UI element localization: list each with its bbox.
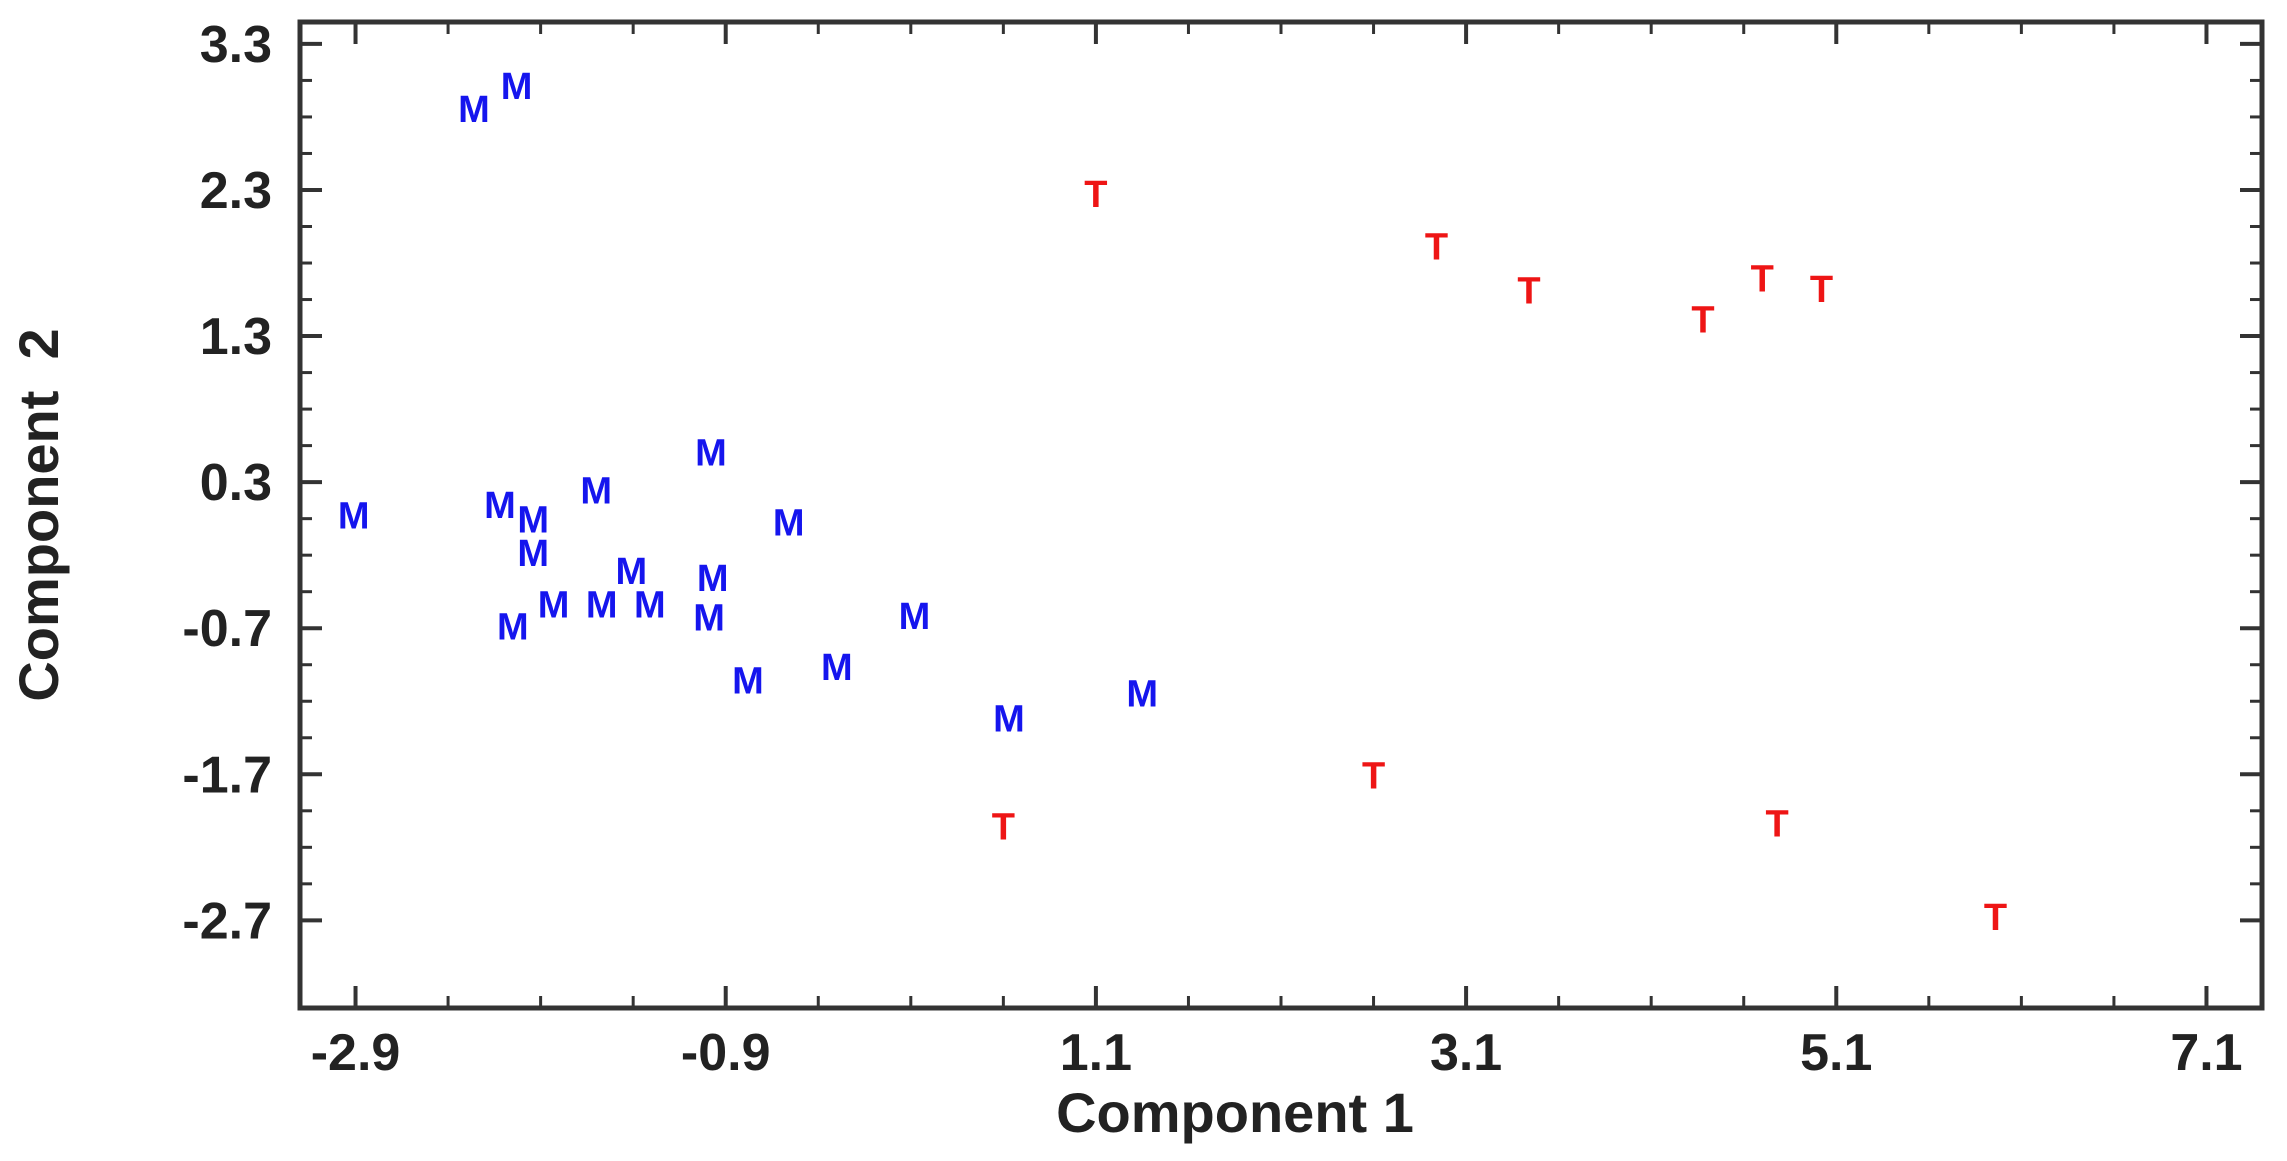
data-point-t: T <box>1425 226 1448 268</box>
y-tick-label: 1.3 <box>200 308 272 366</box>
data-point-t: T <box>1084 174 1107 216</box>
data-point-m: M <box>484 485 516 527</box>
data-point-t: T <box>1691 300 1714 342</box>
data-point-m: M <box>497 606 529 648</box>
data-point-m: M <box>501 66 533 108</box>
y-axis-ticks: 3.3 2.3 1.3 0.3 -0.7 -1.7 -2.7 <box>182 16 2262 950</box>
y-tick-label: 3.3 <box>200 16 272 74</box>
data-point-m: M <box>517 533 549 575</box>
plot-frame <box>297 19 2265 1011</box>
data-point-m: M <box>338 495 370 537</box>
data-point-m: M <box>993 698 1025 740</box>
data-point-t: T <box>1517 270 1540 312</box>
y-tick-label: 0.3 <box>200 454 272 512</box>
data-point-t: T <box>992 806 1015 848</box>
data-point-m: M <box>697 558 729 600</box>
y-tick-label: -1.7 <box>182 746 272 804</box>
x-tick-label: -2.9 <box>311 1024 401 1082</box>
x-tick-label: 5.1 <box>1800 1024 1872 1082</box>
data-point-m: M <box>1126 673 1158 715</box>
data-point-t: T <box>1984 897 2007 939</box>
y-axis-title: Component 2 <box>7 328 70 701</box>
x-tick-label: 7.1 <box>2170 1024 2242 1082</box>
data-point-m: M <box>899 596 931 638</box>
y-tick-label: -2.7 <box>182 892 272 950</box>
data-point-t: T <box>1751 259 1774 301</box>
x-axis-title: Component 1 <box>1056 1081 1414 1144</box>
data-point-t: T <box>1362 755 1385 797</box>
y-tick-label: 2.3 <box>200 162 272 220</box>
data-point-m: M <box>634 584 666 626</box>
x-axis-ticks: -2.9 -0.9 1.1 3.1 5.1 7.1 <box>311 22 2243 1082</box>
data-point-m: M <box>693 598 725 640</box>
data-point-m: M <box>732 660 764 702</box>
data-point-t: T <box>1810 269 1833 311</box>
data-point-m: M <box>458 89 490 131</box>
data-point-m: M <box>821 647 853 689</box>
data-point-m: M <box>695 432 727 474</box>
data-point-m: M <box>580 470 612 512</box>
data-point-t: T <box>1765 803 1788 845</box>
x-tick-label: 1.1 <box>1060 1024 1132 1082</box>
data-point-m: M <box>773 503 805 545</box>
data-point-m: M <box>517 500 549 542</box>
data-point-m: M <box>538 584 570 626</box>
y-tick-label: -0.7 <box>182 600 272 658</box>
data-point-m: M <box>615 551 647 593</box>
x-tick-label: 3.1 <box>1430 1024 1502 1082</box>
x-tick-label: -0.9 <box>681 1024 771 1082</box>
data-point-m: M <box>586 584 618 626</box>
